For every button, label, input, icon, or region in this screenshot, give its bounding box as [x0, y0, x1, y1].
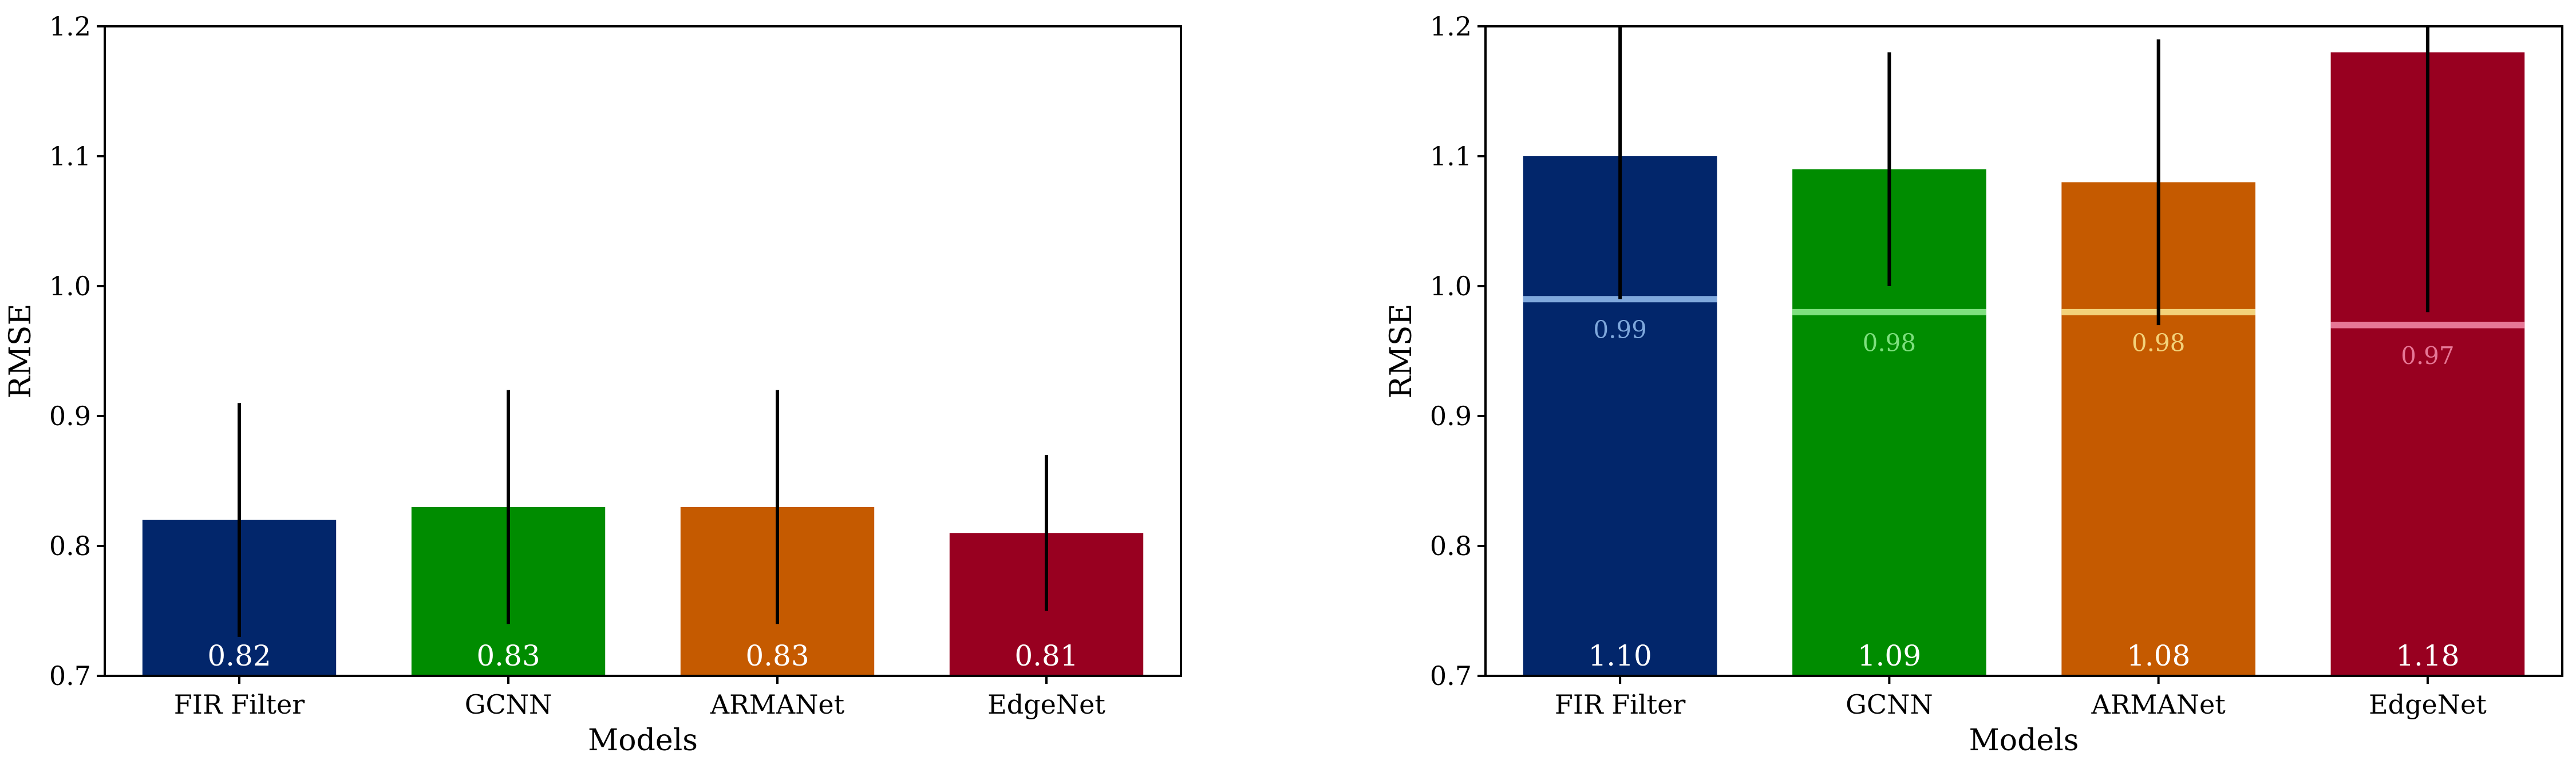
- bar-value-label: 1.10: [1588, 639, 1652, 672]
- y-tick-label: 0.9: [49, 401, 91, 431]
- bar-value-label: 1.18: [2396, 639, 2459, 672]
- reference-line-label: 0.99: [1593, 316, 1647, 344]
- reference-line-label: 0.98: [1863, 328, 1917, 357]
- x-tick-label: FIR Filter: [1555, 689, 1685, 720]
- bar-value-label: 0.82: [207, 639, 271, 672]
- y-tick-label: 1.0: [49, 271, 91, 302]
- y-tick-label: 0.7: [49, 660, 91, 691]
- bar-value-label: 1.09: [1858, 639, 1921, 672]
- y-tick-label: 1.2: [1430, 11, 1472, 42]
- x-axis-label: Models: [1969, 723, 2079, 758]
- x-tick-label: GCNN: [465, 689, 552, 720]
- x-tick-label: GCNN: [1846, 689, 1933, 720]
- y-axis-label: RMSE: [1384, 304, 1419, 399]
- y-tick-label: 0.8: [1430, 530, 1472, 561]
- bar-value-label: 0.83: [476, 639, 540, 672]
- y-axis-label: RMSE: [3, 304, 38, 399]
- x-tick-label: ARMANet: [2091, 689, 2226, 720]
- bar-value-label: 1.08: [2127, 639, 2190, 672]
- x-tick-label: EdgeNet: [2369, 689, 2487, 720]
- y-tick-label: 1.1: [1430, 141, 1472, 172]
- x-tick-label: FIR Filter: [174, 689, 305, 720]
- y-tick-label: 0.8: [49, 530, 91, 561]
- y-tick-label: 1.1: [49, 141, 91, 172]
- x-axis-label: Models: [588, 723, 698, 758]
- reference-line-label: 0.98: [2132, 328, 2186, 357]
- y-tick-label: 0.7: [1430, 660, 1472, 691]
- reference-line-label: 0.97: [2401, 342, 2455, 370]
- y-tick-label: 1.2: [49, 11, 91, 42]
- left-chart-panel: 0.82 0.83 0.83 0.81 0.7 0.8 0.9 1.0 1.1 1.2 FIR Fi…: [3, 11, 1182, 758]
- right-chart-panel: 0.99 0.98 0.98 0.97 1.10 1.09 1.08 1.18 0.7 0.8 0.…: [1384, 11, 2563, 758]
- x-tick-label: ARMANet: [710, 689, 845, 720]
- y-tick-label: 1.0: [1430, 271, 1472, 302]
- plot-frame: [104, 25, 1182, 677]
- bar-value-label: 0.81: [1014, 639, 1078, 672]
- y-tick-label: 0.9: [1430, 401, 1472, 431]
- plot-frame: [1484, 25, 2563, 677]
- x-tick-label: EdgeNet: [987, 689, 1105, 720]
- bar-value-label: 0.83: [745, 639, 809, 672]
